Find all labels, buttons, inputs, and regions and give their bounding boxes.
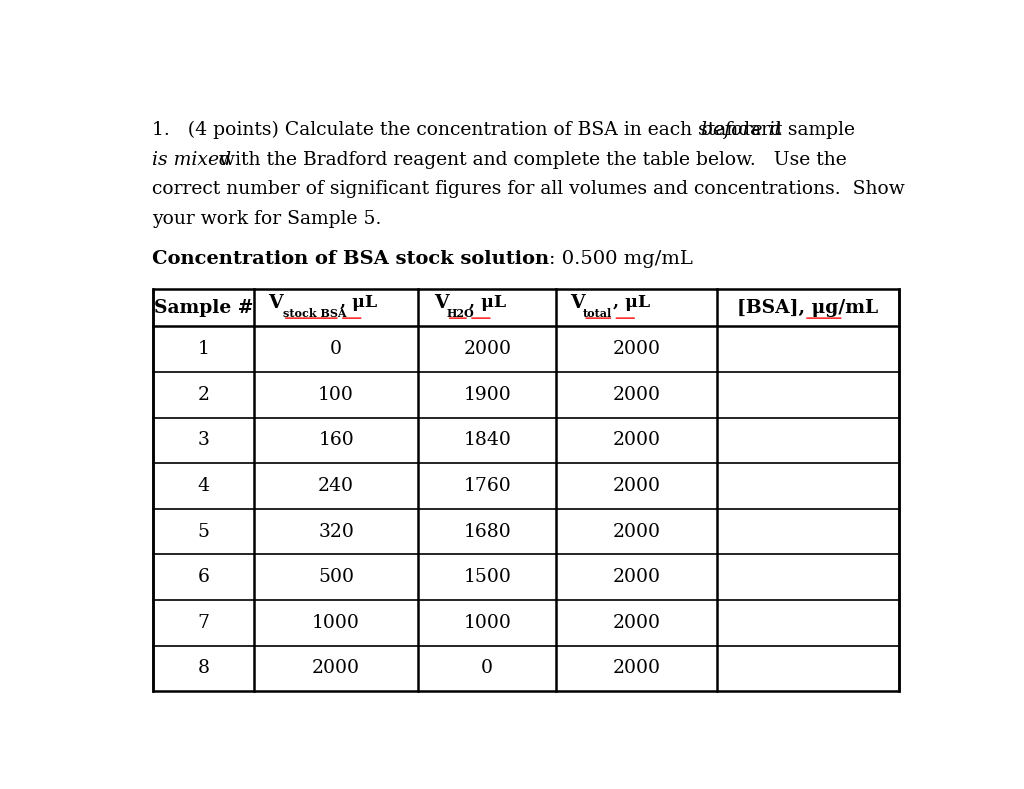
- Text: Sample #: Sample #: [154, 299, 253, 317]
- Text: 2000: 2000: [612, 386, 660, 404]
- Text: 1000: 1000: [312, 614, 360, 632]
- Text: 2: 2: [198, 386, 210, 404]
- Text: 0: 0: [330, 340, 342, 358]
- Text: your work for Sample 5.: your work for Sample 5.: [152, 210, 381, 228]
- Text: 1000: 1000: [463, 614, 511, 632]
- Text: V: V: [434, 294, 449, 312]
- Text: H2O: H2O: [446, 308, 474, 320]
- Text: 240: 240: [318, 477, 354, 495]
- Text: 4: 4: [198, 477, 210, 495]
- Text: 2000: 2000: [612, 614, 660, 632]
- Text: 1760: 1760: [463, 477, 511, 495]
- Text: 3: 3: [198, 432, 210, 450]
- Text: 1680: 1680: [463, 522, 511, 540]
- Text: 7: 7: [198, 614, 210, 632]
- Text: 2000: 2000: [312, 660, 360, 678]
- Text: , μL: , μL: [469, 294, 506, 312]
- Text: 2000: 2000: [612, 477, 660, 495]
- Text: 1840: 1840: [463, 432, 511, 450]
- Text: Concentration of BSA stock solution: Concentration of BSA stock solution: [152, 249, 549, 267]
- Text: stock BSA: stock BSA: [283, 308, 346, 320]
- Text: 160: 160: [318, 432, 354, 450]
- Text: 6: 6: [198, 568, 210, 586]
- Text: 2000: 2000: [612, 568, 660, 586]
- Text: 320: 320: [318, 522, 354, 540]
- Text: 2000: 2000: [612, 340, 660, 358]
- Text: V: V: [268, 294, 283, 312]
- Text: 8: 8: [198, 660, 210, 678]
- Text: 2000: 2000: [612, 660, 660, 678]
- Text: before it: before it: [701, 121, 782, 139]
- Text: 2000: 2000: [612, 432, 660, 450]
- Text: 1900: 1900: [463, 386, 511, 404]
- Text: total: total: [584, 308, 612, 320]
- Text: 500: 500: [318, 568, 354, 586]
- Text: 1.   (4 points) Calculate the concentration of BSA in each standard sample: 1. (4 points) Calculate the concentratio…: [152, 121, 861, 139]
- Text: 0: 0: [481, 660, 494, 678]
- Text: , μL: , μL: [613, 294, 650, 312]
- Text: 1500: 1500: [463, 568, 511, 586]
- Text: 2000: 2000: [612, 522, 660, 540]
- Text: 2000: 2000: [463, 340, 511, 358]
- Text: 5: 5: [198, 522, 210, 540]
- Text: 1: 1: [198, 340, 210, 358]
- Text: [BSA], μg/mL: [BSA], μg/mL: [737, 299, 879, 317]
- Text: V: V: [570, 294, 585, 312]
- Text: 100: 100: [318, 386, 354, 404]
- Text: with the Bradford reagent and complete the table below.   Use the: with the Bradford reagent and complete t…: [213, 151, 847, 169]
- Text: correct number of significant figures for all volumes and concentrations.  Show: correct number of significant figures fo…: [152, 181, 904, 198]
- Text: , μL: , μL: [340, 294, 377, 312]
- Bar: [154, 289, 899, 691]
- Text: is mixed: is mixed: [152, 151, 231, 169]
- Text: : 0.500 mg/mL: : 0.500 mg/mL: [549, 249, 692, 267]
